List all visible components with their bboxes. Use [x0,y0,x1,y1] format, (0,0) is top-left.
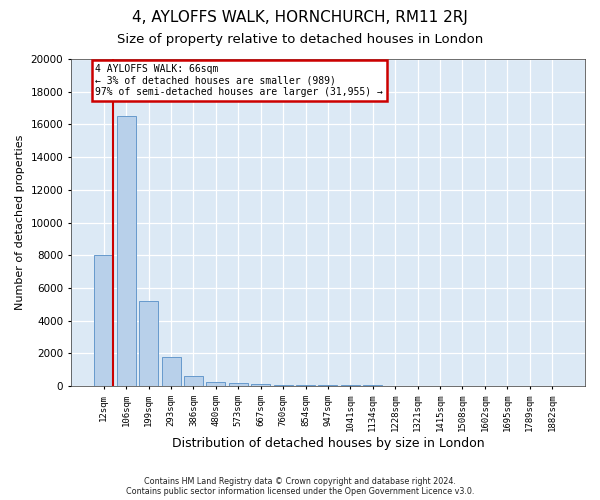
Text: Contains HM Land Registry data © Crown copyright and database right 2024.
Contai: Contains HM Land Registry data © Crown c… [126,476,474,496]
Bar [341,385,360,386]
X-axis label: Distribution of detached houses by size in London: Distribution of detached houses by size … [172,437,484,450]
Bar [94,256,113,386]
Bar [139,301,158,386]
Bar [117,116,136,386]
Bar [319,385,337,386]
Bar [296,384,315,386]
Text: 4, AYLOFFS WALK, HORNCHURCH, RM11 2RJ: 4, AYLOFFS WALK, HORNCHURCH, RM11 2RJ [132,10,468,25]
Bar [161,356,181,386]
Bar [184,376,203,386]
Bar [206,382,226,386]
Bar [274,384,293,386]
Y-axis label: Number of detached properties: Number of detached properties [15,135,25,310]
Bar [229,383,248,386]
Text: Size of property relative to detached houses in London: Size of property relative to detached ho… [117,32,483,46]
Bar [251,384,270,386]
Text: 4 AYLOFFS WALK: 66sqm
← 3% of detached houses are smaller (989)
97% of semi-deta: 4 AYLOFFS WALK: 66sqm ← 3% of detached h… [95,64,383,97]
